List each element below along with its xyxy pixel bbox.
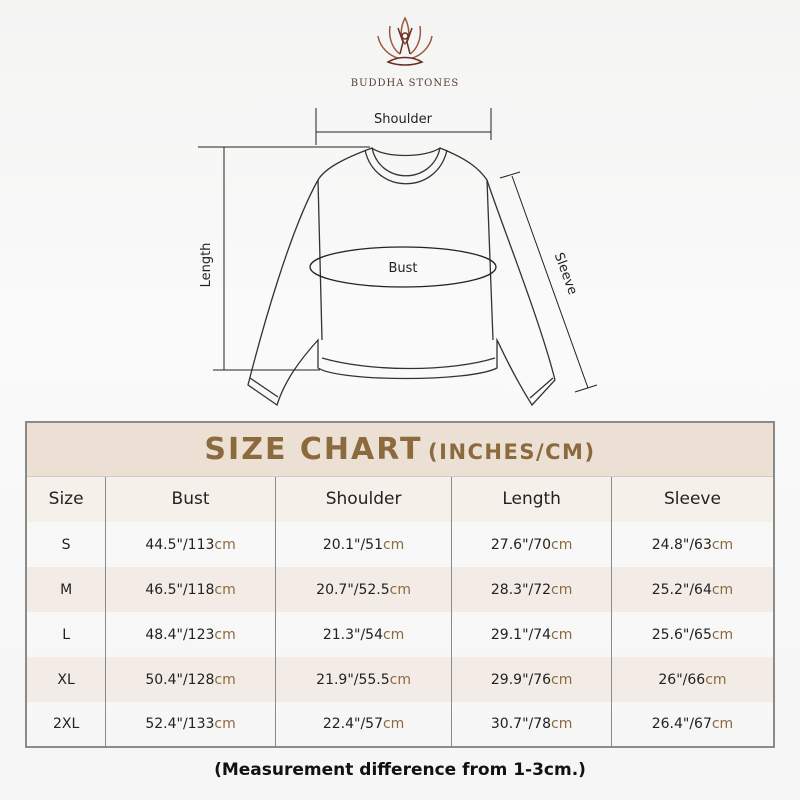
cell-bust: 52.4"/133cm [105,702,276,747]
cell-sleeve: 25.6"/65cm [610,612,774,657]
unit-cm: cm [382,716,405,732]
value: 21.9"/55.5 [316,671,390,688]
unit-cm: cm [711,626,734,643]
unit-cm: cm [711,536,734,553]
value: 22.4"/57 [322,716,383,732]
lotus-meditation-icon [377,16,433,66]
value: 26"/66 [658,671,706,688]
unit-cm: cm [214,536,236,553]
header-bust: Bust [105,476,276,522]
header-shoulder: Shoulder [274,476,452,522]
unit-cm: cm [551,536,573,553]
cell-bust: 50.4"/128cm [105,657,276,702]
cell-size: M [26,567,106,612]
unit-cm: cm [382,626,405,643]
value: 28.3"/72 [490,581,552,598]
header-sleeve: Sleeve [610,476,774,522]
unit-cm: cm [551,581,573,598]
unit-cm: cm [389,581,411,598]
unit-cm: cm [711,716,734,732]
cell-bust: 48.4"/123cm [105,612,276,657]
sweater-diagram: Shoulder Bust Length Sleeve [198,108,598,407]
unit-cm: cm [551,671,573,688]
sleeve-label: Sleeve [551,251,580,297]
measurement-note: (Measurement difference from 1-3cm.) [214,760,586,780]
cell-size: XL [26,657,106,702]
length-label: Length [199,243,214,288]
header-length: Length [451,476,612,522]
cell-size: S [61,536,71,553]
cell-size: L [62,626,71,643]
title-unit: (INCHES/CM) [428,439,596,464]
cell-shoulder: 20.1"/51cm [274,522,452,567]
size-chart-table: SIZE CHART (INCHES/CM) Size Bust Shoulde… [25,421,775,748]
table-row: M 46.5"/118cm 20.7"/52.5cm 28.3"/72cm 25.2"/… [26,567,774,612]
value: 27.6"/70 [490,536,552,553]
cell-length: 29.1"/74cm [451,612,612,657]
unit-cm: cm [551,626,573,643]
value: 20.1"/51 [322,536,383,553]
cell-shoulder: 20.7"/52.5cm [274,567,452,612]
cell-length: 27.6"/70cm [451,522,612,567]
value: 26.4"/67 [651,716,712,732]
value: 30.7"/78 [490,716,552,732]
shoulder-label: Shoulder [374,112,433,127]
title-main: SIZE CHART [204,431,423,467]
sweater-outline [247,147,556,407]
cell-shoulder: 21.3"/54cm [274,612,452,657]
unit-cm: cm [389,671,411,688]
size-chart-title: SIZE CHART (INCHES/CM) [26,422,774,477]
unit-cm: cm [214,626,236,643]
cell-bust: 46.5"/118cm [105,567,276,612]
header-size: Size [26,476,106,522]
brand-name: BUDDHA STONES [350,78,460,89]
value: 21.3"/54 [322,626,383,643]
cell-length: 28.3"/72cm [451,567,612,612]
unit-cm: cm [705,671,727,688]
cell-size: 2XL [52,716,80,732]
brand-logo: BUDDHA STONES [340,14,470,89]
value: 44.5"/113 [145,536,215,553]
cell-sleeve: 26"/66cm [610,657,774,702]
value: 29.9"/76 [490,671,552,688]
unit-cm: cm [382,536,405,553]
table-row: XL 50.4"/128cm 21.9"/55.5cm 29.9"/76cm 26"/6… [26,657,774,702]
unit-cm: cm [214,671,236,688]
value: 46.5"/118 [145,581,215,598]
measure-lines [198,108,598,393]
header-row: Size Bust Shoulder Length Sleeve [26,476,774,522]
bust-measure-line [309,246,497,288]
unit-cm: cm [711,581,734,598]
value: 25.2"/64 [651,581,712,598]
value: 50.4"/128 [145,671,215,688]
value: 52.4"/133 [145,716,215,732]
unit-cm: cm [214,716,236,732]
cell-sleeve: 25.2"/64cm [610,567,774,612]
cell-shoulder: 22.4"/57cm [274,702,452,747]
cell-shoulder: 21.9"/55.5cm [274,657,452,702]
table-row: S 44.5"/113cm 20.1"/51cm 27.6"/70cm 24.8"/63… [26,522,774,567]
unit-cm: cm [214,581,236,598]
cell-sleeve: 24.8"/63cm [610,522,774,567]
table-row: 2XL 52.4"/133cm 22.4"/57cm 30.7"/78cm 26.4"/… [26,702,774,747]
table-row: L 48.4"/123cm 21.3"/54cm 29.1"/74cm 25.6"/65… [26,612,774,657]
value: 29.1"/74 [490,626,552,643]
value: 20.7"/52.5 [316,581,390,598]
unit-cm: cm [551,716,573,732]
cell-length: 29.9"/76cm [451,657,612,702]
value: 25.6"/65 [651,626,712,643]
value: 48.4"/123 [145,626,215,643]
value: 24.8"/63 [651,536,712,553]
cell-bust: 44.5"/113cm [105,522,276,567]
cell-sleeve: 26.4"/67cm [610,702,774,747]
bust-label: Bust [388,261,417,276]
cell-length: 30.7"/78cm [451,702,612,747]
